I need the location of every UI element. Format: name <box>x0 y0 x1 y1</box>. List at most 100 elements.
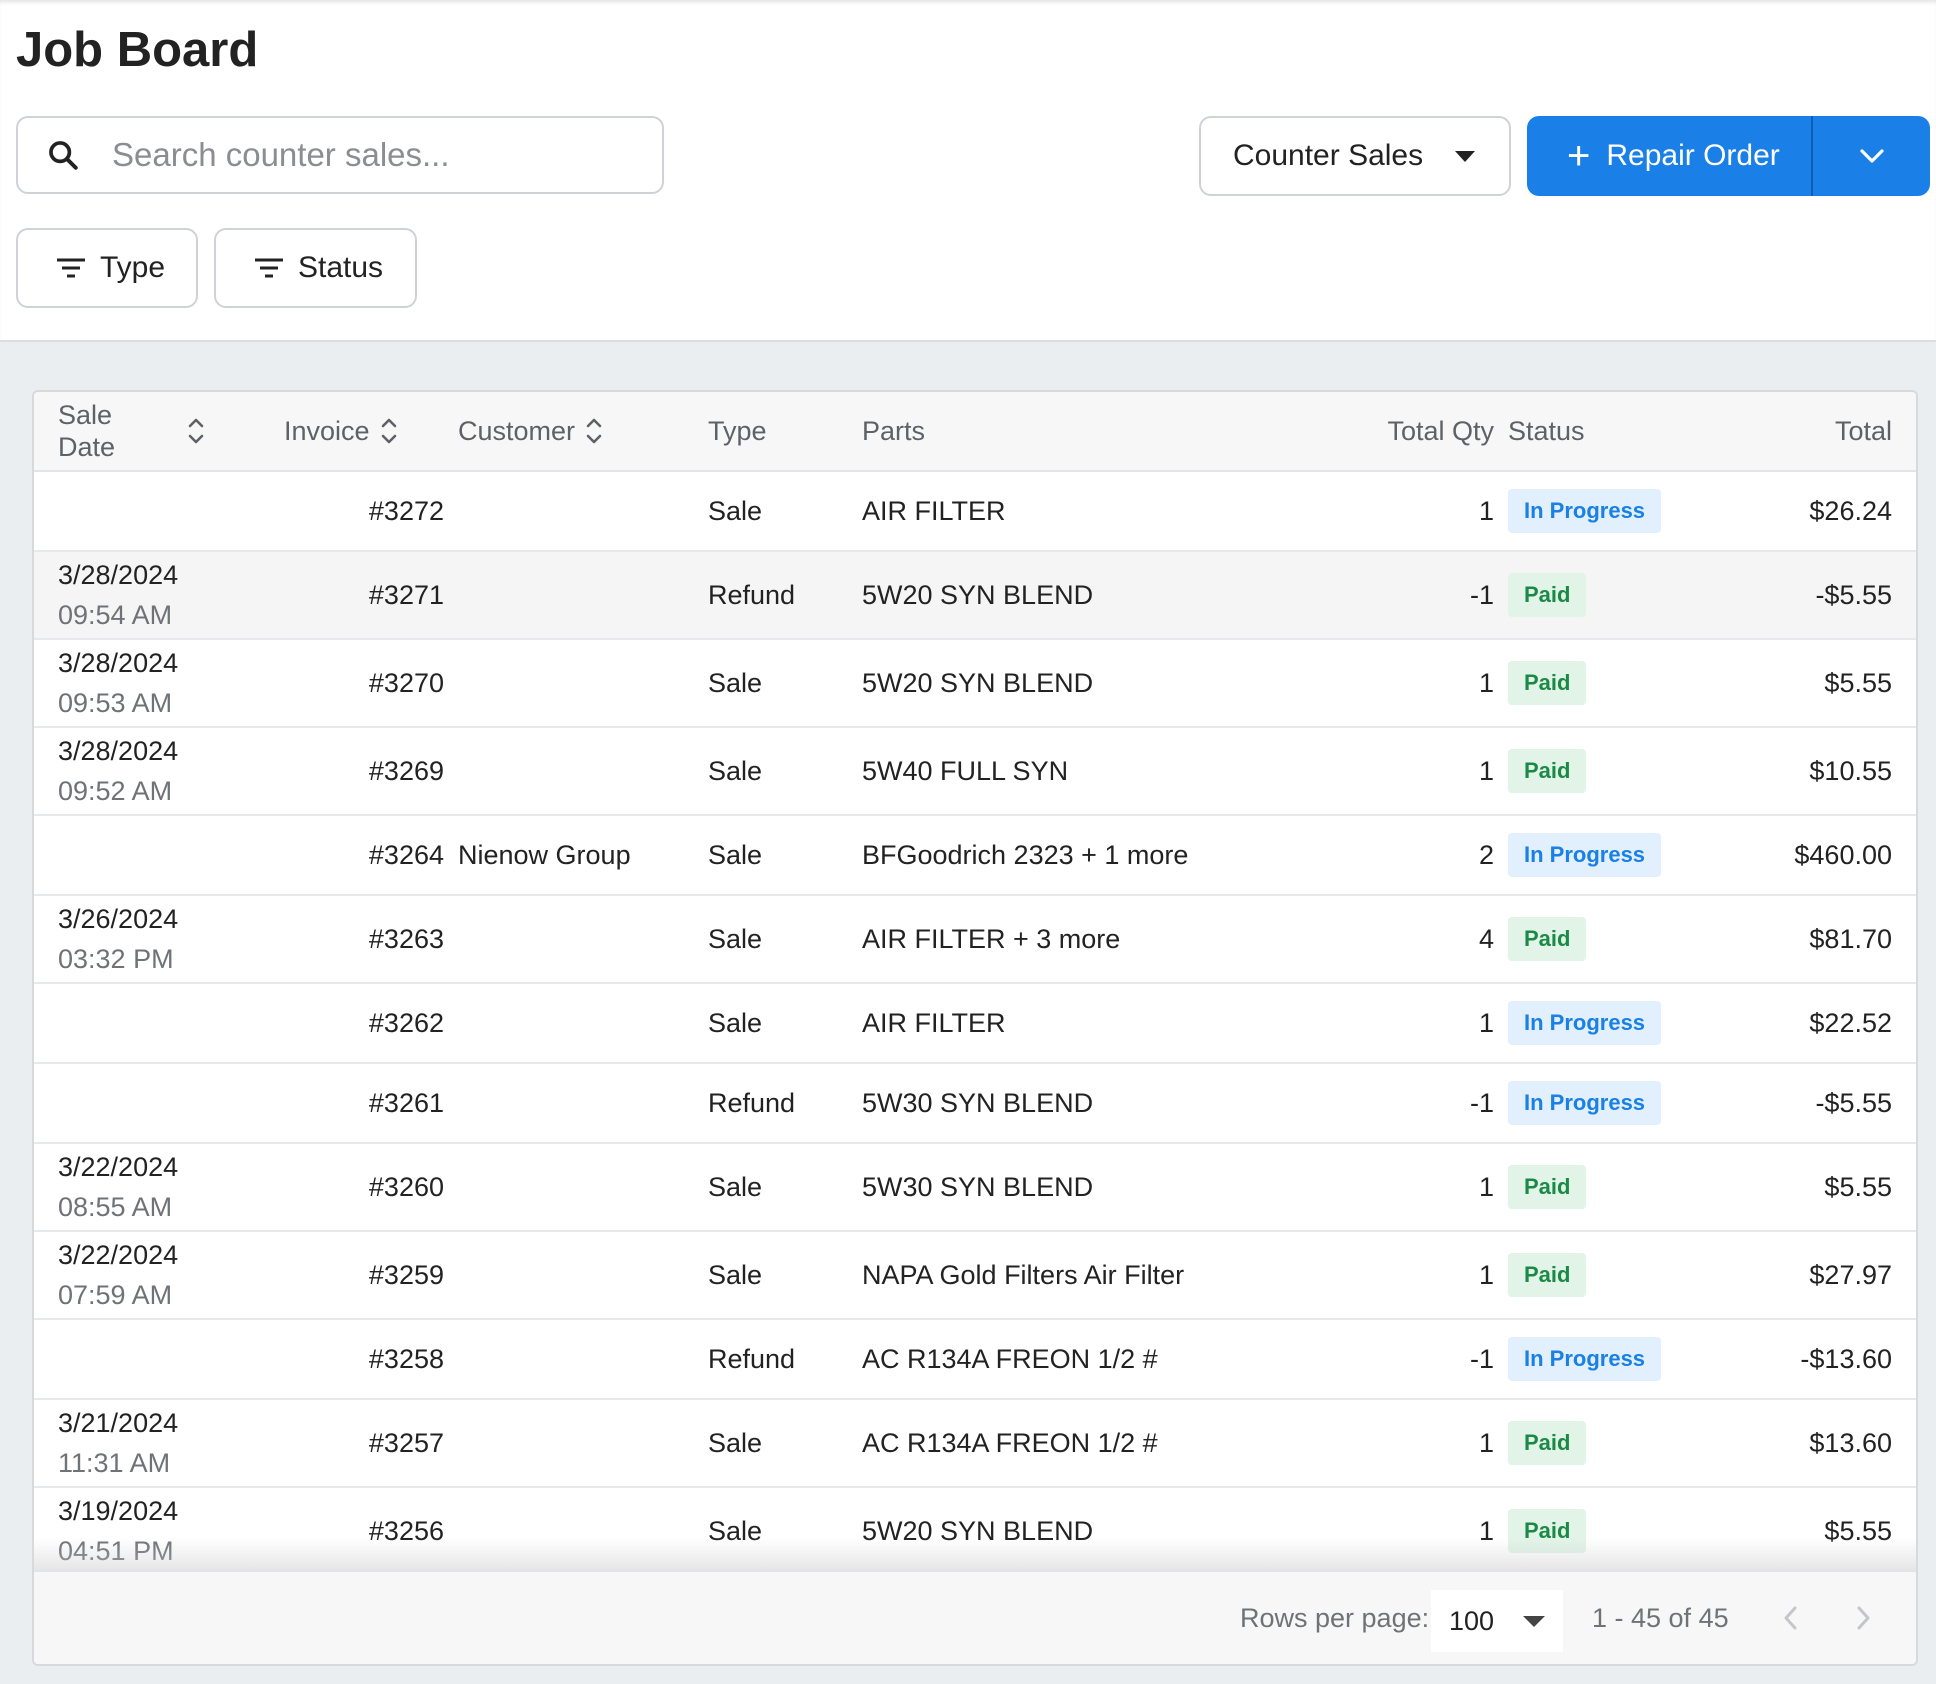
sale-time: 09:53 AM <box>58 688 173 718</box>
cell-qty: 4 <box>1478 923 1494 954</box>
cell-parts: 5W20 SYN BLEND <box>862 579 1094 610</box>
table-row[interactable]: 3/26/2024 03:32 PM #3263 Sale AIR FILTER + 3… <box>34 896 1916 984</box>
cell-status: Paid <box>1508 1400 1587 1486</box>
cell-parts: NAPA Gold Filters Air Filter <box>862 1259 1185 1290</box>
sale-date: 3/22/2024 <box>58 1240 179 1270</box>
header-bar: Job Board Counter Sales + Repair Order T… <box>0 0 1936 342</box>
column-status: Status <box>1508 415 1585 446</box>
scroll-shadow <box>34 1538 1916 1570</box>
cell-total: $460.00 <box>1794 839 1892 870</box>
table-row[interactable]: #3262 Sale AIR FILTER 1 $22.52 In Progress <box>34 984 1916 1064</box>
column-total: Total <box>1834 415 1892 446</box>
sale-date: 3/22/2024 <box>58 1152 179 1182</box>
status-badge: In Progress <box>1508 1001 1662 1045</box>
sale-time: 03:32 PM <box>58 944 174 974</box>
cell-type: Sale <box>708 1259 763 1290</box>
cell-qty: 1 <box>1478 495 1494 526</box>
table-row[interactable]: #3261 Refund 5W30 SYN BLEND -1 -$5.55 In Prog… <box>34 1064 1916 1144</box>
table-row[interactable]: 3/21/2024 11:31 AM #3257 Sale AC R134A FREON… <box>34 1400 1916 1488</box>
search-box[interactable] <box>16 116 664 194</box>
type-filter-button[interactable]: Type <box>16 228 198 308</box>
cell-parts: AC R134A FREON 1/2 # <box>862 1343 1158 1374</box>
cell-type: Sale <box>708 923 763 954</box>
next-page-button[interactable] <box>1843 1598 1883 1638</box>
column-type: Type <box>708 415 767 446</box>
cell-qty: 1 <box>1478 1259 1494 1290</box>
cell-status: Paid <box>1508 640 1587 726</box>
add-repair-order-button[interactable]: + Repair Order <box>1527 116 1811 196</box>
caret-down-icon <box>1523 1615 1545 1627</box>
table-row[interactable]: #3264 Nienow Group Sale BFGoodrich 2323 + 1… <box>34 816 1916 896</box>
table-row[interactable]: 3/22/2024 07:59 AM #3259 Sale NAPA Gold Filt… <box>34 1232 1916 1320</box>
table-footer: Rows per page: 100 1 - 45 of 45 <box>34 1570 1916 1664</box>
table-row[interactable]: #3272 Sale AIR FILTER 1 $26.24 In Progress <box>34 472 1916 552</box>
cell-customer <box>458 1232 678 1318</box>
cell-type: Sale <box>708 1171 763 1202</box>
cell-qty: 1 <box>1478 667 1494 698</box>
cell-customer <box>458 1064 678 1142</box>
status-badge: In Progress <box>1508 489 1662 533</box>
cell-type: Sale <box>708 1427 763 1458</box>
view-select-dropdown[interactable]: Counter Sales <box>1199 116 1511 196</box>
cell-sale-date: 3/26/2024 03:32 PM <box>58 896 178 982</box>
status-filter-button[interactable]: Status <box>214 228 417 308</box>
cell-invoice: #3256 <box>368 1515 444 1546</box>
cell-parts: AIR FILTER <box>862 495 1006 526</box>
chevron-down-icon <box>1859 149 1884 163</box>
cell-invoice: #3263 <box>368 923 444 954</box>
repair-order-menu-button[interactable] <box>1813 116 1930 196</box>
content-area: Sale Date Invoice Customer <box>0 342 1936 1684</box>
sale-time: 11:31 AM <box>58 1448 171 1478</box>
cell-customer: Nienow Group <box>458 839 631 870</box>
sale-date: 3/28/2024 <box>58 560 179 590</box>
cell-qty: -1 <box>1469 1343 1494 1374</box>
cell-sale-date: 3/28/2024 09:53 AM <box>58 640 178 726</box>
cell-total: $10.55 <box>1809 755 1892 786</box>
cell-invoice: #3262 <box>368 1007 444 1038</box>
sort-icon[interactable] <box>187 413 205 449</box>
sale-date: 3/28/2024 <box>58 648 179 678</box>
rows-per-page-select[interactable]: 100 <box>1431 1590 1563 1652</box>
column-invoice[interactable]: Invoice <box>284 392 398 470</box>
cell-parts: 5W30 SYN BLEND <box>862 1087 1094 1118</box>
table-row[interactable]: 3/22/2024 08:55 AM #3260 Sale 5W30 SYN BLEND… <box>34 1144 1916 1232</box>
add-repair-order-label: Repair Order <box>1606 139 1780 172</box>
filter-icon <box>57 258 85 278</box>
rows-per-page-label: Rows per page: <box>1240 1602 1430 1633</box>
status-badge: Paid <box>1508 1421 1587 1465</box>
search-icon <box>49 141 78 170</box>
cell-status: In Progress <box>1508 984 1662 1062</box>
cell-invoice: #3271 <box>368 579 444 610</box>
cell-sale-date: 3/28/2024 09:54 AM <box>58 552 178 638</box>
sale-date: 3/19/2024 <box>58 1496 179 1526</box>
cell-invoice: #3260 <box>368 1171 444 1202</box>
cell-status: Paid <box>1508 896 1587 982</box>
prev-page-button[interactable] <box>1771 1598 1811 1638</box>
status-badge: Paid <box>1508 661 1587 705</box>
table-row[interactable]: #3258 Refund AC R134A FREON 1/2 # -1 -$13.60… <box>34 1320 1916 1400</box>
cell-parts: BFGoodrich 2323 + 1 more <box>862 839 1189 870</box>
chevron-right-icon <box>1857 1606 1870 1630</box>
cell-customer <box>458 896 678 982</box>
sort-icon[interactable] <box>380 413 398 449</box>
caret-down-icon <box>1455 150 1475 162</box>
table-row[interactable]: 3/19/2024 04:51 PM #3256 Sale 5W20 SYN BLEND… <box>34 1488 1916 1570</box>
column-total-qty: Total Qty <box>1387 415 1494 446</box>
table-row[interactable]: 3/28/2024 09:54 AM #3271 Refund 5W20 SYN BLE… <box>34 552 1916 640</box>
column-customer[interactable]: Customer <box>458 392 603 470</box>
cell-parts: 5W20 SYN BLEND <box>862 667 1094 698</box>
table-body: #3272 Sale AIR FILTER 1 $26.24 In Progress 3/2… <box>34 472 1916 1570</box>
table-row[interactable]: 3/28/2024 09:53 AM #3270 Sale 5W20 SYN BLEND… <box>34 640 1916 728</box>
sale-time: 09:52 AM <box>58 776 173 806</box>
cell-invoice: #3257 <box>368 1427 444 1458</box>
type-filter-label: Type <box>100 251 166 284</box>
table-row[interactable]: 3/28/2024 09:52 AM #3269 Sale 5W40 FULL SYN 1… <box>34 728 1916 816</box>
cell-type: Sale <box>708 1515 763 1546</box>
sort-icon[interactable] <box>585 413 603 449</box>
sale-time: 04:51 PM <box>58 1531 174 1570</box>
search-input[interactable] <box>110 135 634 175</box>
cell-invoice: #3270 <box>368 667 444 698</box>
column-sale-date[interactable]: Sale Date <box>58 392 205 470</box>
cell-total: -$5.55 <box>1815 1087 1892 1118</box>
cell-qty: 1 <box>1478 755 1494 786</box>
